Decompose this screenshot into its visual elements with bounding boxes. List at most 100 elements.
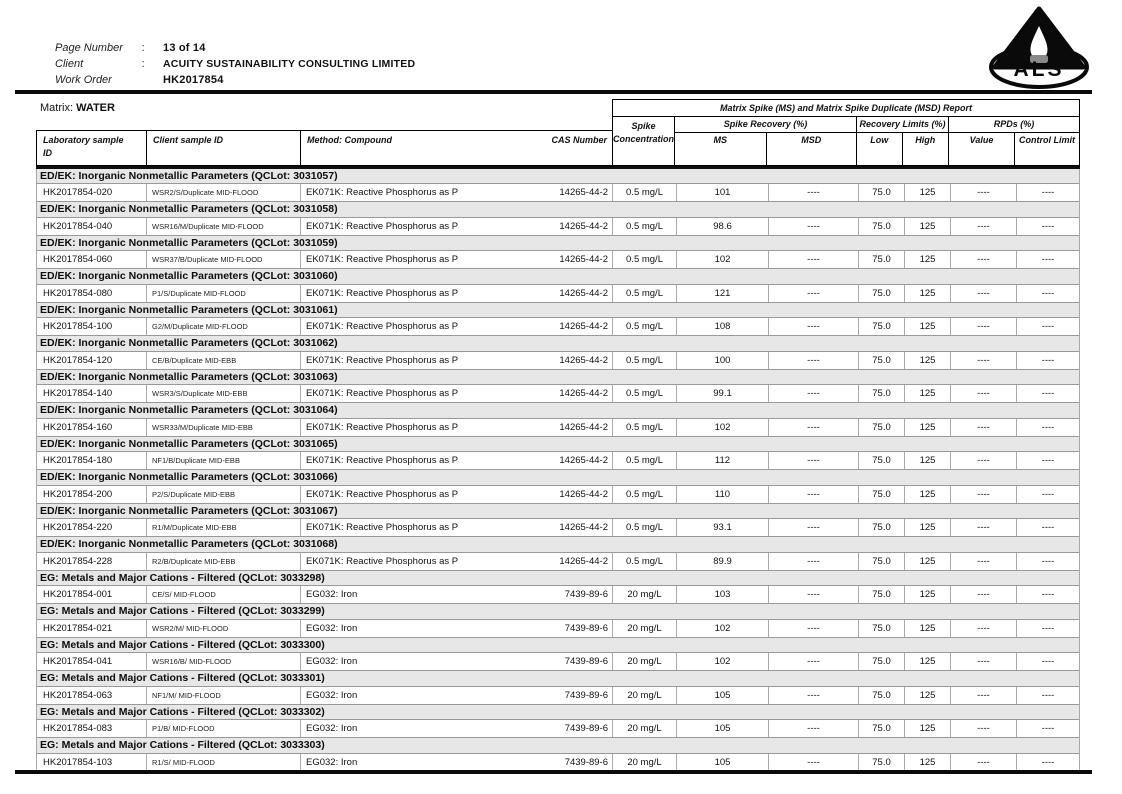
lab-sample-id-cell: HK2017854-140: [37, 385, 147, 402]
rpd-value-cell: ----: [951, 251, 1017, 268]
high-limit-cell: 125: [905, 351, 951, 369]
high-limit-cell: 125: [905, 753, 951, 771]
spike-concentration-cell: 0.5 mg/L: [613, 519, 677, 536]
rpd-control-limit-cell: ----: [1041, 723, 1055, 734]
section-header: ED/EK: Inorganic Nonmetallic Parameters …: [37, 269, 1079, 284]
cas-number-value: 14265-44-2: [559, 522, 608, 533]
qc-group: ED/EK: Inorganic Nonmetallic Parameters …: [37, 202, 1079, 236]
rpds-group: RPDs (%) Value Control Limit: [949, 117, 1080, 165]
lab-sample-id-cell: HK2017854-040: [37, 217, 147, 235]
cas-number-value: 14265-44-2: [559, 455, 608, 466]
low-limit-cell: 75.0: [859, 552, 905, 570]
qc-group: ED/EK: Inorganic Nonmetallic Parameters …: [37, 436, 1079, 470]
cas-number-value: 14265-44-2: [559, 321, 608, 332]
table-header-right: Matrix Spike (MS) and Matrix Spike Dupli…: [612, 99, 1080, 166]
table-row: HK2017854-001 CE/S/ MID-FLOOD EG032: Iro…: [37, 585, 1079, 604]
ms-recovery-cell: 105: [677, 686, 769, 704]
client-sample-id-cell: WSR2/S/Duplicate MID-FLOOD: [147, 184, 301, 201]
ms-msd-report-table: Matrix Spike (MS) and Matrix Spike Dupli…: [36, 99, 1080, 775]
section-header-text: EG: Metals and Major Cations - Filtered …: [40, 638, 325, 651]
section-header-text: ED/EK: Inorganic Nonmetallic Parameters …: [40, 203, 338, 215]
spike-concentration-cell: 0.5 mg/L: [613, 351, 677, 369]
method-cas-cell: EG032: Iron 7439-89-6: [301, 586, 613, 603]
msd-recovery-cell: ----: [769, 351, 859, 369]
section-header-text: EG: Metals and Major Cations - Filtered …: [40, 705, 325, 718]
low-limit-cell: 75.0: [859, 653, 905, 670]
rpd-value-cell: ----: [951, 418, 1017, 436]
msd-recovery-cell: ----: [769, 418, 859, 436]
section-header: EG: Metals and Major Cations - Filtered …: [37, 570, 1079, 585]
msd-recovery-cell: ----: [769, 720, 859, 737]
high-limit-cell: 125: [905, 217, 951, 235]
work-order-row: Work Order HK2017854: [55, 72, 415, 88]
method-cas-cell: EK071K: Reactive Phosphorus as P 14265-4…: [301, 251, 613, 268]
qc-group: ED/EK: Inorganic Nonmetallic Parameters …: [37, 503, 1079, 537]
method-compound-value: EG032: Iron: [306, 656, 358, 667]
table-row: HK2017854-083 P1/B/ MID-FLOOD EG032: Iro…: [37, 719, 1079, 738]
lab-sample-id-cell: HK2017854-020: [37, 184, 147, 201]
table-row: HK2017854-063 NF1/M/ MID-FLOOD EG032: Ir…: [37, 685, 1079, 705]
msd-recovery-cell: ----: [769, 653, 859, 670]
low-limit-cell: 75.0: [859, 284, 905, 302]
spike-concentration-cell: 0.5 mg/L: [613, 385, 677, 402]
qc-group: ED/EK: Inorganic Nonmetallic Parameters …: [37, 235, 1079, 269]
control-limit-header: Control Limit: [1019, 135, 1076, 145]
rpd-value-cell: ----: [951, 619, 1017, 637]
section-header-text: ED/EK: Inorganic Nonmetallic Parameters …: [40, 471, 338, 483]
ms-recovery-cell: 108: [677, 318, 769, 335]
msd-recovery-cell: ----: [769, 686, 859, 704]
cas-number-value: 14265-44-2: [559, 421, 608, 433]
section-header-text: ED/EK: Inorganic Nonmetallic Parameters …: [40, 538, 338, 550]
method-cas-cell: EK071K: Reactive Phosphorus as P 14265-4…: [301, 485, 613, 503]
method-cas-cell: EK071K: Reactive Phosphorus as P 14265-4…: [301, 318, 613, 335]
msd-recovery-cell: ----: [769, 284, 859, 302]
section-header-text: ED/EK: Inorganic Nonmetallic Parameters …: [40, 437, 338, 450]
client-sample-id-cell: NF1/M/ MID-FLOOD: [147, 686, 301, 704]
section-header: EG: Metals and Major Cations - Filtered …: [37, 637, 1079, 652]
high-limit-cell: 125: [905, 284, 951, 302]
method-compound-value: EK071K: Reactive Phosphorus as P: [306, 488, 459, 500]
high-limit-cell: 125: [905, 686, 951, 704]
lab-sample-id-cell: HK2017854-103: [37, 753, 147, 771]
method-compound-value: EG032: Iron: [306, 689, 358, 701]
rpd-control-limit-cell: ----: [1041, 689, 1055, 701]
client-sample-id-cell: G2/M/Duplicate MID-FLOOD: [147, 318, 301, 335]
table-row: HK2017854-160 WSR33/M/Duplicate MID-EBB …: [37, 417, 1079, 437]
cas-number-value: 7439-89-6: [564, 723, 608, 734]
rpd-value-cell: ----: [951, 351, 1017, 369]
high-limit-cell: 125: [905, 318, 951, 335]
method-cas-cell: EG032: Iron 7439-89-6: [301, 619, 613, 637]
ms-recovery-cell: 89.9: [677, 552, 769, 570]
page-header: Page Number : 13 of 14 Client : ACUITY S…: [55, 40, 415, 88]
table-row: HK2017854-080 P1/S/Duplicate MID-FLOOD E…: [37, 283, 1079, 303]
table-row: HK2017854-020 WSR2/S/Duplicate MID-FLOOD…: [37, 183, 1079, 202]
low-limit-cell: 75.0: [859, 586, 905, 603]
ms-recovery-cell: 93.1: [677, 519, 769, 536]
section-header: EG: Metals and Major Cations - Filtered …: [37, 604, 1079, 619]
lab-sample-id-cell: HK2017854-100: [37, 318, 147, 335]
rpd-value-cell: ----: [951, 318, 1017, 335]
rpd-control-limit-cell: ----: [1041, 488, 1055, 500]
lab-sample-id-cell: HK2017854-228: [37, 552, 147, 570]
low-limit-cell: 75.0: [859, 184, 905, 201]
rpd-value-cell: ----: [951, 217, 1017, 235]
rpd-value-cell: ----: [951, 686, 1017, 704]
ms-header: MS: [675, 133, 767, 165]
low-limit-cell: 75.0: [859, 318, 905, 335]
low-limit-cell: 75.0: [859, 519, 905, 536]
ms-recovery-cell: 99.1: [677, 385, 769, 402]
qc-group: ED/EK: Inorganic Nonmetallic Parameters …: [37, 537, 1079, 571]
method-cas-cell: EG032: Iron 7439-89-6: [301, 753, 613, 771]
low-limit-cell: 75.0: [859, 351, 905, 369]
lab-sample-id-cell: HK2017854-083: [37, 720, 147, 737]
page-bottom-rule: [15, 770, 1092, 774]
method-cas-cell: EK071K: Reactive Phosphorus as P 14265-4…: [301, 385, 613, 402]
section-header: ED/EK: Inorganic Nonmetallic Parameters …: [37, 503, 1079, 518]
cas-number-value: 14265-44-2: [559, 287, 608, 299]
ms-recovery-cell: 102: [677, 653, 769, 670]
lab-sample-id-cell: HK2017854-063: [37, 686, 147, 704]
method-cas-cell: EK071K: Reactive Phosphorus as P 14265-4…: [301, 418, 613, 436]
section-header-text: EG: Metals and Major Cations - Filtered …: [40, 605, 325, 617]
rpd-value-cell: ----: [951, 485, 1017, 503]
